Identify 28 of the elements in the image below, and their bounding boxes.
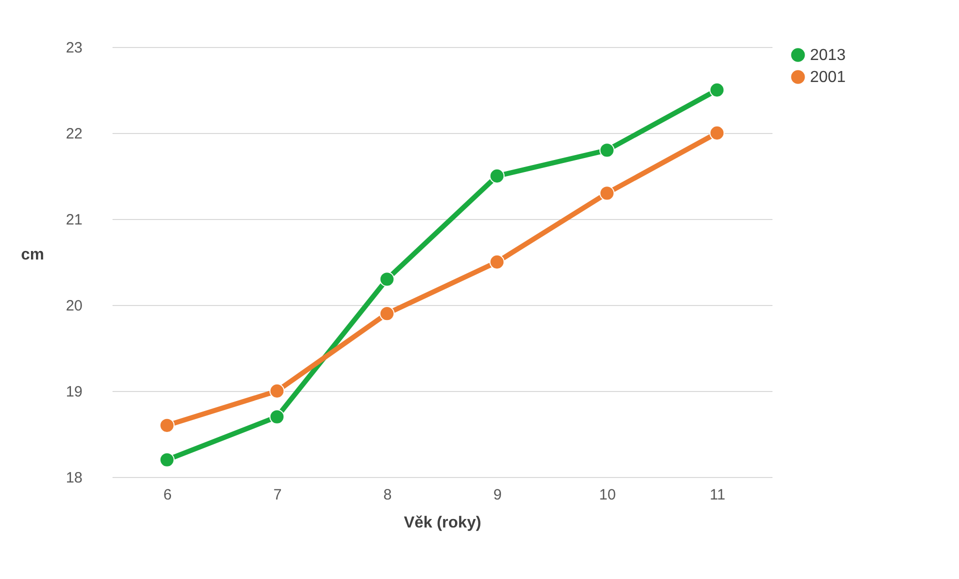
legend-label: 2013	[810, 47, 846, 64]
x-tick-label: 6	[163, 486, 172, 504]
y-tick-label: 19	[66, 384, 82, 400]
y-axis-title: cm	[20, 246, 44, 264]
point	[489, 254, 505, 270]
y-tick-label: 22	[66, 126, 82, 142]
point	[599, 142, 615, 158]
point	[489, 168, 505, 184]
point	[709, 125, 725, 141]
x-axis-title: Věk (roky)	[404, 514, 482, 532]
point	[709, 82, 725, 98]
x-tick-label: 11	[710, 486, 726, 504]
y-tick-label: 21	[66, 212, 82, 228]
legend-label: 2001	[810, 69, 846, 86]
point	[599, 186, 615, 201]
x-tick-label: 8	[383, 486, 392, 504]
y-tick-label: 23	[66, 40, 82, 56]
x-tick-label: 9	[493, 486, 502, 504]
y-tick-label: 18	[66, 470, 82, 486]
point	[269, 409, 285, 424]
x-tick-label: 10	[599, 486, 616, 504]
point	[379, 306, 395, 322]
point	[159, 418, 175, 433]
x-tick-label: 7	[273, 486, 282, 504]
point	[269, 383, 285, 399]
y-tick-label: 20	[66, 298, 82, 314]
point	[379, 272, 395, 287]
point	[159, 452, 175, 468]
